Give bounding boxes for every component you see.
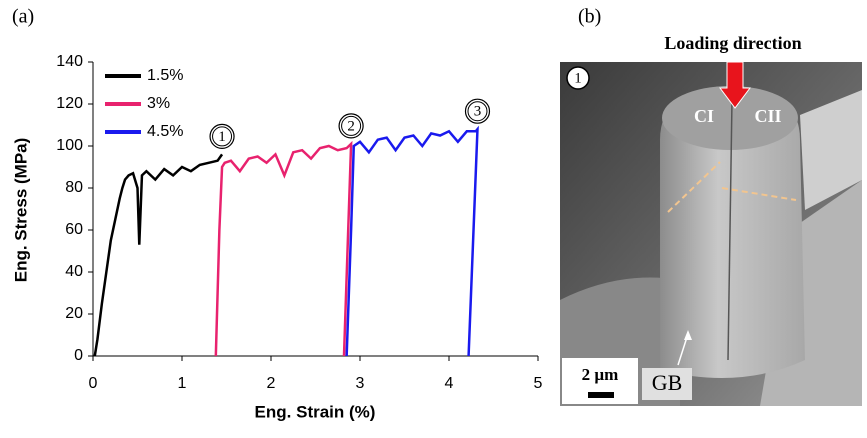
x-tick-label: 4 bbox=[445, 375, 454, 392]
load-arrow bbox=[719, 61, 751, 109]
y-tick-label: 0 bbox=[74, 347, 83, 364]
pillar bbox=[660, 86, 805, 378]
plot-area: 0 20 40 60 80 100 120 140 0 1 2 3 4 5 1.5% 1 3% 2 4.5% 3 bbox=[56, 53, 542, 392]
series-line bbox=[345, 125, 479, 357]
y-tick-label: 80 bbox=[65, 179, 83, 196]
sem-image: (b) Loading direction 1 CI CII 2 µm GB bbox=[560, 6, 862, 406]
x-tick-label: 0 bbox=[89, 375, 98, 392]
x-tick-label: 3 bbox=[356, 375, 365, 392]
grain-label: CI bbox=[694, 106, 714, 126]
gb-box bbox=[642, 368, 692, 400]
annotation-circle bbox=[212, 126, 233, 147]
annotation: 2 bbox=[347, 118, 355, 134]
y-tick-label: 140 bbox=[56, 53, 83, 70]
annotation-circle bbox=[341, 115, 362, 136]
gb-arrowhead bbox=[684, 330, 692, 340]
slip-trace bbox=[667, 161, 721, 213]
annotation-circle bbox=[209, 123, 235, 149]
slip-trace bbox=[721, 187, 797, 201]
y-tick-label: 120 bbox=[56, 95, 83, 112]
annotation: 1 bbox=[218, 129, 226, 145]
scale-bar bbox=[588, 392, 614, 398]
x-axis-label: Eng. Strain (%) bbox=[255, 402, 376, 421]
scale-bar-label: 2 µm bbox=[582, 365, 619, 384]
y-tick-label: 20 bbox=[65, 305, 83, 322]
y-axis-label: Eng. Stress (MPa) bbox=[11, 138, 30, 283]
grain-boundary bbox=[727, 99, 733, 361]
y-tick-label: 100 bbox=[56, 137, 83, 154]
grain-label: CII bbox=[754, 106, 781, 126]
annotation-circle bbox=[338, 113, 364, 139]
legend-label: 4.5% bbox=[147, 123, 183, 140]
image-title: Loading direction bbox=[664, 33, 801, 53]
x-tick-label: 1 bbox=[178, 375, 187, 392]
y-tick-label: 60 bbox=[65, 221, 83, 238]
x-tick-label: 5 bbox=[534, 375, 543, 392]
y-tick-label: 40 bbox=[65, 263, 83, 280]
panel-label: (a) bbox=[12, 6, 34, 28]
wall bbox=[800, 90, 862, 210]
legend-label: 3% bbox=[147, 95, 170, 112]
annotation: 3 bbox=[474, 104, 482, 120]
gb-label: GB bbox=[652, 370, 683, 395]
legend-label: 1.5% bbox=[147, 67, 183, 84]
pillar-top bbox=[662, 86, 798, 150]
x-tick-label: 2 bbox=[267, 375, 276, 392]
marker-circle bbox=[566, 66, 590, 90]
marker: 1 bbox=[574, 70, 582, 86]
annotation-circle bbox=[467, 101, 488, 122]
series-line bbox=[214, 140, 353, 357]
annotation-circle bbox=[464, 98, 491, 124]
panel-label: (b) bbox=[578, 6, 601, 28]
series-line bbox=[93, 153, 224, 357]
